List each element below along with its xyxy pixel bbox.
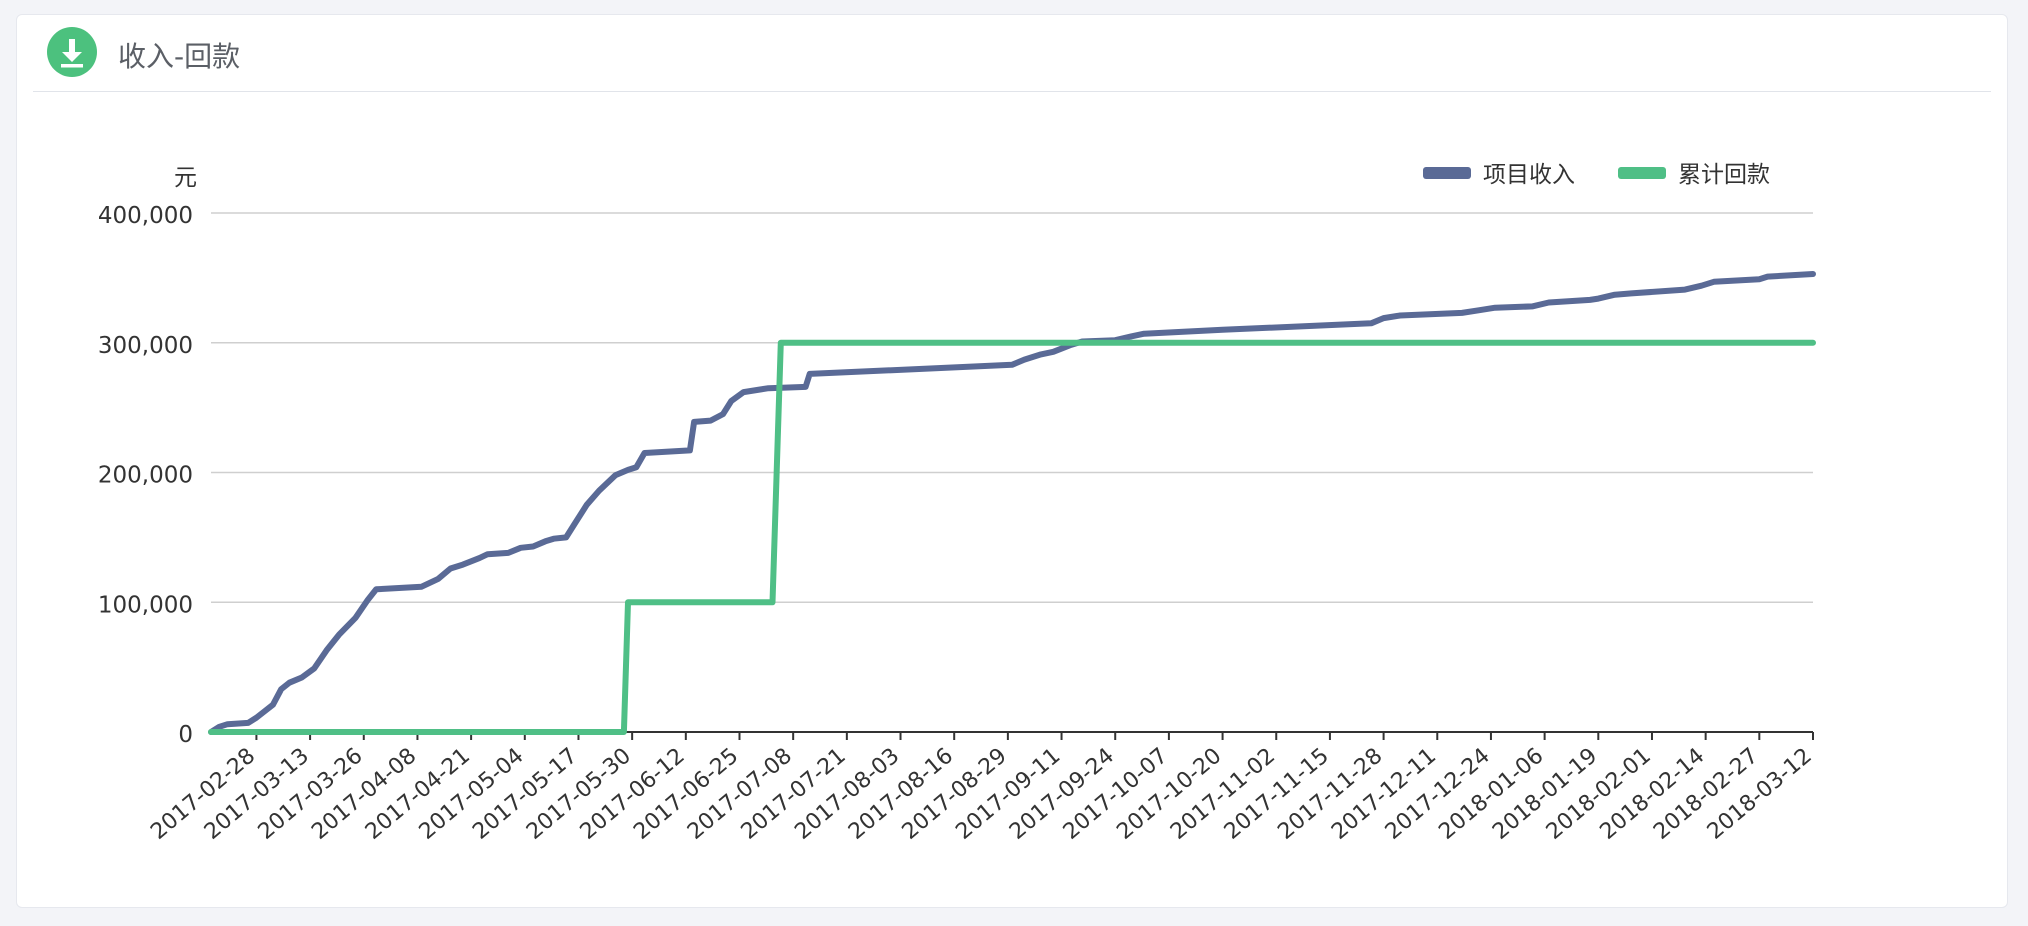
y-tick-label: 200,000 [98,463,193,489]
legend-swatch[interactable] [1423,167,1471,179]
legend-label[interactable]: 项目收入 [1483,162,1575,188]
y-tick-label: 0 [178,722,193,748]
panel-header: 收入-回款 [33,15,1991,92]
y-axis: 0 100,000 200,000 300,000 400,000 元 [98,165,197,748]
panel-title: 收入-回款 [118,40,241,73]
chart-card: 收入-回款 0 100,000 200,000 300,000 400,000 元 201… [16,14,2008,908]
y-tick-label: 100,000 [98,592,193,618]
y-tick-label: 400,000 [98,203,193,229]
download-icon-glyph [61,39,83,68]
series-line-1[interactable] [208,339,1816,735]
series-line-0[interactable] [208,271,1816,735]
legend-label[interactable]: 累计回款 [1678,162,1770,188]
y-tick-label: 300,000 [98,333,193,359]
grid-lines [211,212,1813,603]
x-axis: 2017-02-282017-03-132017-03-262017-04-08… [146,731,1817,845]
download-icon[interactable] [47,27,97,77]
y-axis-unit: 元 [174,165,197,191]
line-chart: 0 100,000 200,000 300,000 400,000 元 2017-02-2… [98,162,1817,845]
series-lines [208,271,1816,735]
legend-swatch[interactable] [1618,167,1666,179]
chart-legend[interactable]: 项目收入 累计回款 [1423,162,1770,188]
